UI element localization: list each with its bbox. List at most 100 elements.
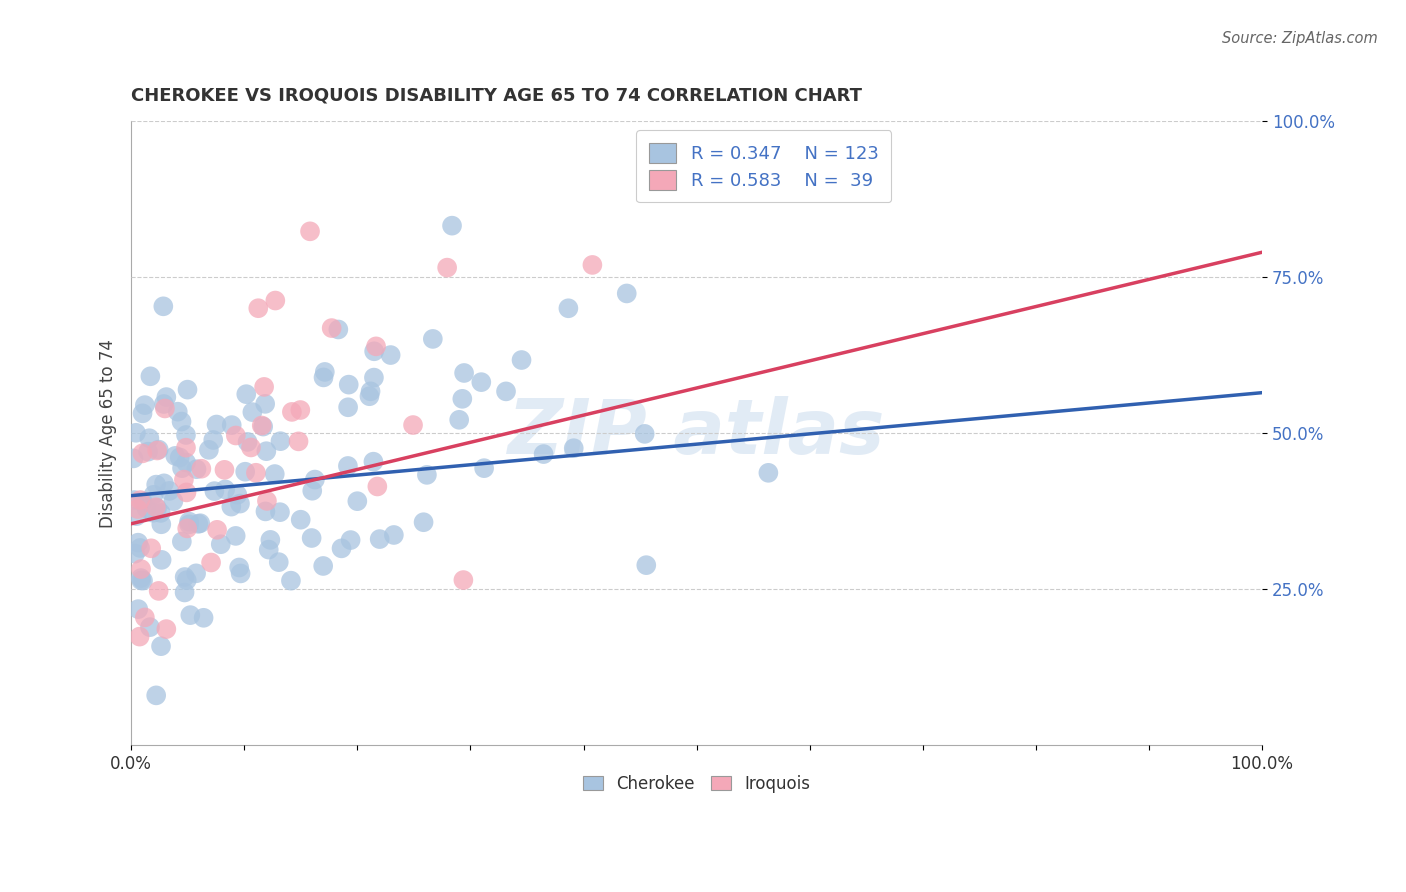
Point [146,443,169,458]
Point [174,428,197,442]
Point [139,369,162,384]
Point [299,224,322,238]
Point [472,461,495,475]
Point [422,332,444,346]
Point [254,444,277,458]
Point [254,504,277,518]
Point [205,417,228,432]
Point [245,466,267,480]
Point [170,461,193,475]
Point [162,494,184,508]
Point [557,301,579,316]
Point [259,533,281,547]
Point [363,455,385,469]
Point [150,639,173,653]
Point [254,397,277,411]
Point [436,260,458,275]
Point [136,444,159,458]
Point [131,446,153,460]
Point [124,493,146,508]
Point [128,630,150,644]
Point [124,547,146,561]
Point [152,299,174,313]
Point [301,483,323,498]
Point [129,562,152,576]
Point [170,415,193,429]
Point [150,517,173,532]
Point [634,426,657,441]
Point [758,466,780,480]
Point [328,322,350,336]
Point [337,401,360,415]
Point [363,344,385,359]
Point [134,398,156,412]
Point [202,484,225,499]
Point [131,406,153,420]
Point [145,500,167,515]
Point [129,571,152,585]
Point [148,583,170,598]
Point [179,608,201,623]
Point [127,502,149,516]
Point [125,425,148,440]
Point [441,219,464,233]
Point [250,418,273,433]
Point [153,401,176,416]
Point [281,405,304,419]
Point [412,515,434,529]
Point [173,585,195,599]
Point [173,570,195,584]
Legend: Cherokee, Iroquois: Cherokee, Iroquois [576,768,817,799]
Point [205,523,228,537]
Point [150,553,173,567]
Point [267,555,290,569]
Point [221,418,243,433]
Point [562,441,585,455]
Point [153,397,176,411]
Point [122,451,145,466]
Point [174,456,197,470]
Point [290,403,312,417]
Point [138,431,160,445]
Point [166,405,188,419]
Point [187,516,209,531]
Point [200,556,222,570]
Point [174,441,197,455]
Point [229,497,252,511]
Point [247,301,270,316]
Point [202,433,225,447]
Point [263,467,285,481]
Y-axis label: Disability Age 65 to 74: Disability Age 65 to 74 [100,339,117,528]
Point [330,541,353,556]
Point [165,449,187,463]
Point [129,541,152,555]
Point [190,461,212,475]
Point [141,541,163,556]
Point [312,558,335,573]
Point [176,521,198,535]
Point [339,533,361,547]
Point [363,370,385,384]
Point [366,479,388,493]
Point [188,516,211,531]
Point [264,293,287,308]
Point [145,689,167,703]
Point [636,558,658,573]
Point [280,574,302,588]
Point [186,462,208,476]
Point [176,383,198,397]
Point [145,477,167,491]
Point [240,441,263,455]
Point [159,483,181,498]
Point [148,442,170,457]
Point [449,413,471,427]
Text: Source: ZipAtlas.com: Source: ZipAtlas.com [1222,31,1378,46]
Point [235,387,257,401]
Point [134,610,156,624]
Point [149,506,172,520]
Point [346,494,368,508]
Point [129,493,152,508]
Point [304,473,326,487]
Point [127,602,149,616]
Point [368,532,391,546]
